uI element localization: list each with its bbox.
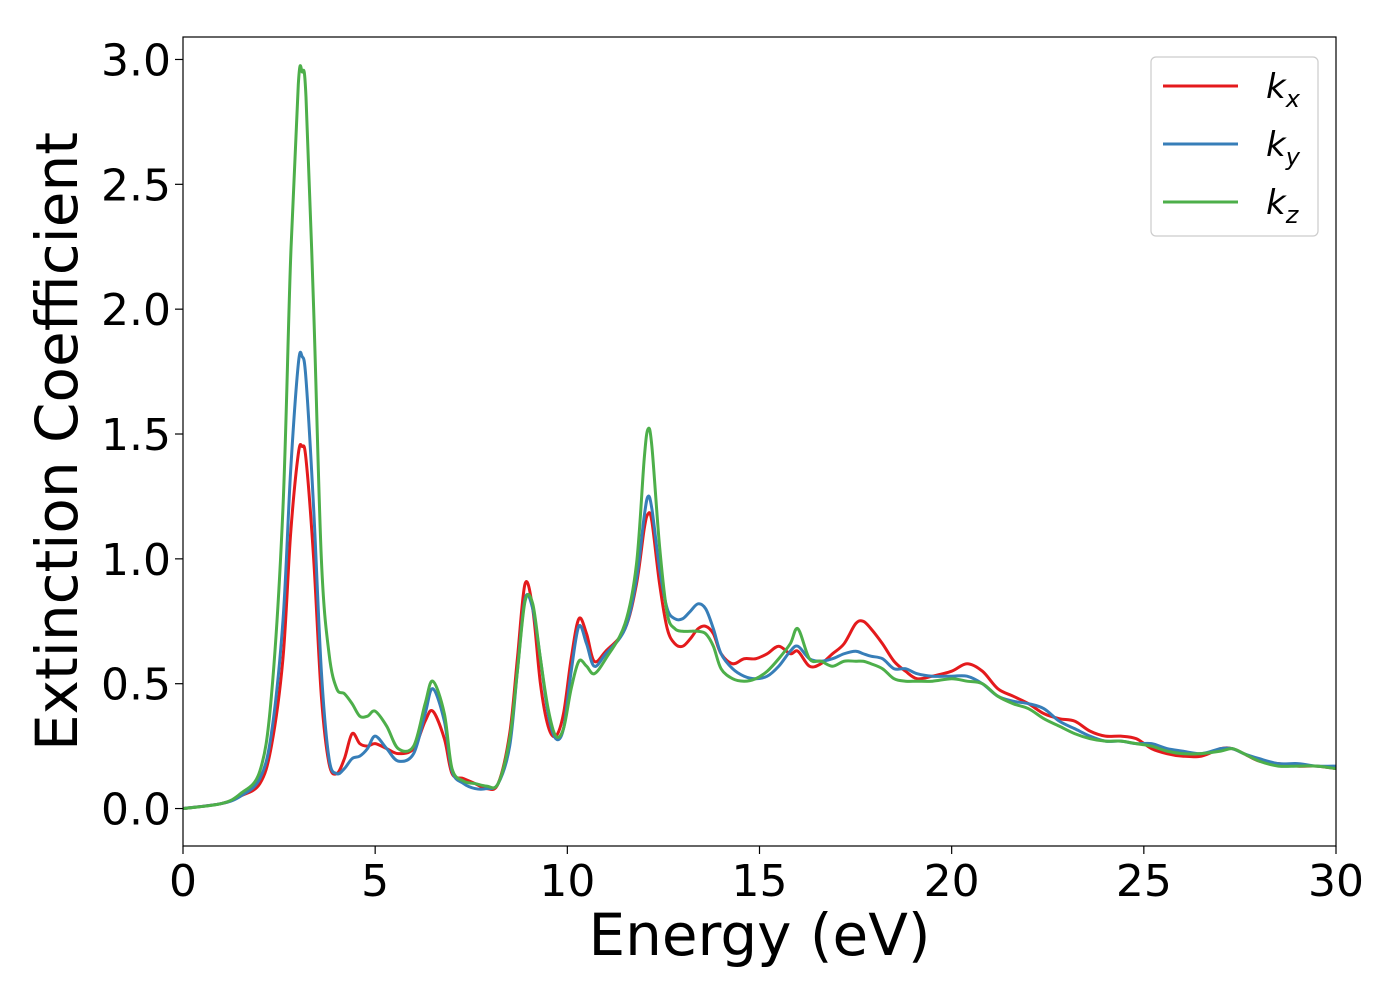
y-tick-label: 2.5 (101, 160, 171, 211)
x-tick-label: 5 (361, 856, 389, 907)
legend-label-x: kx (1266, 67, 1301, 113)
x-tick-label: 15 (732, 856, 788, 907)
legend-label-y: ky (1266, 125, 1301, 171)
x-tick-label: 25 (1116, 856, 1172, 907)
series-line-x (183, 442, 1336, 811)
legend: kx ky kz (1150, 56, 1319, 237)
legend-label-z: kz (1266, 183, 1300, 229)
y-tick-label: 3.0 (101, 35, 171, 86)
x-tick-label: 20 (924, 856, 980, 907)
y-tick-label: 1.0 (101, 535, 171, 586)
x-axis-label: Energy (eV) (588, 901, 930, 969)
y-tick-label: 1.5 (101, 410, 171, 461)
x-tick-label: 10 (539, 856, 595, 907)
series-layer (183, 64, 1336, 811)
y-axis-ticks: 0.0 0.5 1.0 1.5 2.0 2.5 3.0 (101, 35, 183, 836)
y-tick-label: 0.5 (101, 660, 171, 711)
y-tick-label: 0.0 (101, 785, 171, 836)
x-tick-label: 0 (169, 856, 197, 907)
y-axis-label: Extinction Coefficient (23, 132, 91, 751)
x-tick-label: 30 (1308, 856, 1364, 907)
series-line-z (183, 64, 1336, 811)
y-tick-label: 2.0 (101, 285, 171, 336)
x-axis-ticks: 0 5 10 15 20 25 30 (169, 846, 1364, 907)
legend-box (1150, 56, 1319, 237)
